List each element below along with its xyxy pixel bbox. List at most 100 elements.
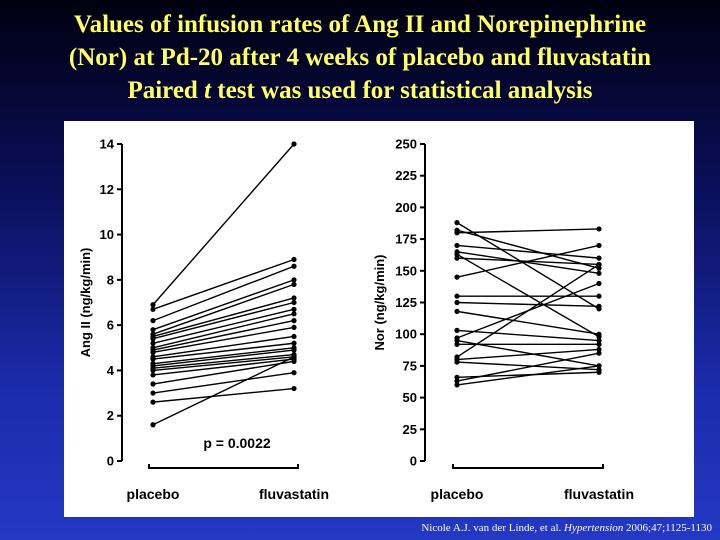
chart2-fluvastatin-point <box>596 261 602 268</box>
chart2-y-tick-label: 25 <box>403 422 417 437</box>
chart1-y-tick-label: 2 <box>107 408 114 423</box>
chart1-p-value: p = 0.0022 <box>203 435 271 451</box>
chart1-pair-line <box>152 387 295 403</box>
chart2-fluvastatin-point <box>596 226 602 232</box>
slide-title: Values of infusion rates of Ang II and N… <box>0 8 720 107</box>
chart1-fluvastatin-point <box>291 333 297 340</box>
citation-journal: Hypertension <box>564 522 624 534</box>
chart1-pair-line <box>152 358 295 376</box>
chart2-fluvastatin-point <box>596 337 602 344</box>
chart1-pair-line <box>152 347 295 365</box>
chart1-pair-line <box>152 326 295 354</box>
chart2-fluvastatin-point <box>596 280 602 287</box>
chart1-y-tick-label: 12 <box>100 182 114 197</box>
chart1-pair-line <box>152 279 295 331</box>
chart1-pair-line <box>152 313 295 349</box>
chart2-y-tick-label: 75 <box>403 358 417 373</box>
chart2-fluvastatin-point <box>596 331 602 337</box>
chart1-fluvastatin-point <box>291 385 297 392</box>
chart2-placebo-point <box>454 378 460 384</box>
chart1-pair-line <box>152 319 295 351</box>
citation-authors: Nicole A.J. van der Linde, et al. <box>421 522 565 534</box>
chart1-fluvastatin-point <box>291 141 297 147</box>
chart1-pair-line <box>152 265 295 322</box>
chart1-fluvastatin-point <box>291 281 297 287</box>
chart2-fluvastatin-point <box>596 270 602 276</box>
chart2-fluvastatin-point <box>596 293 602 299</box>
chart2-pair-line <box>456 348 600 361</box>
chart1-pair-line <box>152 353 295 369</box>
chart2-pair-line <box>456 229 600 269</box>
chart1-x-bracket <box>148 464 299 469</box>
chart2-fluvastatin-point <box>596 363 602 369</box>
chart2-pair-line <box>456 244 600 259</box>
chart2-y-tick-label: 125 <box>395 295 417 310</box>
chart2-fluvastatin-point <box>596 265 602 271</box>
chart1-placebo-point <box>150 340 156 346</box>
chart2-placebo-point <box>454 308 460 314</box>
chart1-fluvastatin-point <box>291 354 297 360</box>
chart1-y-axis-label: Ang II (ng/kg/min) <box>78 248 93 358</box>
chart1-fluvastatin-point <box>291 370 297 376</box>
chart2-placebo-point <box>454 341 460 347</box>
chart2-y-tick-label: 175 <box>395 232 417 247</box>
chart1-pair-line <box>152 283 295 335</box>
chart1-fluvastatin-point <box>291 256 297 263</box>
chart1-fluvastatin-point <box>291 311 297 317</box>
citation-ref: 2006;47;1125-1130 <box>623 522 712 534</box>
chart1-fluvastatin-point <box>291 277 297 283</box>
title-line-3-post: test was used for statistical analysis <box>211 77 593 104</box>
chart1-fluvastatin-point <box>291 324 297 331</box>
title-line-3-pre: Paired <box>127 77 205 104</box>
chart1-pair-line <box>152 372 295 394</box>
chart1-fluvastatin-point <box>291 295 297 301</box>
chart1-pair-line <box>152 308 295 344</box>
chart2-placebo-point <box>454 293 460 299</box>
chart1-pair-line <box>152 301 295 340</box>
title-line-1: Values of infusion rates of Ang II and N… <box>73 11 647 38</box>
chart1-pair-line <box>152 349 295 367</box>
chart2-pair-line <box>456 228 600 234</box>
chart2-placebo-point <box>454 220 460 226</box>
chart2-category-label: fluvastatin <box>564 486 634 502</box>
chart2-placebo-point <box>454 382 460 388</box>
chart1-pair-line <box>152 356 295 426</box>
chart1-pair-line <box>152 360 295 385</box>
title-line-3: Paired t test was used for statistical a… <box>0 74 720 107</box>
chart1-placebo-point <box>150 381 156 387</box>
chart1-pair-line <box>152 258 295 310</box>
chart2-pair-line <box>456 365 600 386</box>
chart2-category-label: placebo <box>431 486 484 502</box>
chart2-pair-line <box>456 301 600 308</box>
chart2-y-tick-label: 250 <box>395 137 417 152</box>
chart2-placebo-point <box>454 274 460 280</box>
charts-svg: 0 2 4 6 8 10 12 14 Ang II (ng/kg/min) placebo fluv… <box>78 137 634 503</box>
chart1-placebo-point <box>150 336 156 342</box>
chart2-pair-line <box>456 244 600 278</box>
chart1-pair-line <box>152 335 295 358</box>
chart1-placebo-point <box>150 422 156 428</box>
chart1-y-tick-label: 4 <box>107 363 115 378</box>
chart1-fluvastatin-point <box>291 340 297 346</box>
chart1-pair-line <box>152 356 295 372</box>
chart2-fluvastatin-point <box>596 350 602 356</box>
chart2-placebo-point <box>454 374 460 380</box>
chart2-y-tick-label: 200 <box>395 200 417 215</box>
chart2-y-tick-label: 225 <box>395 168 417 183</box>
chart1-y-tick-label: 10 <box>100 227 114 242</box>
chart2-pair-line <box>456 251 600 275</box>
chart2-pair-line <box>456 310 600 335</box>
chart1-y-tick-label: 14 <box>100 137 115 152</box>
chart2-placebo-point <box>454 255 460 261</box>
chart2-fluvastatin-point <box>596 242 602 249</box>
chart1-pair-line <box>152 143 295 306</box>
chart1-placebo-point <box>150 372 156 378</box>
chart2-pair-line <box>456 329 600 342</box>
chart1-fluvastatin-point <box>291 306 297 312</box>
chart1-placebo-point <box>150 302 156 308</box>
chart-panel: 0 2 4 6 8 10 12 14 Ang II (ng/kg/min) placebo fluv… <box>64 121 694 517</box>
chart1-placebo-point <box>150 356 156 362</box>
chart2-placebo-point <box>454 299 460 306</box>
chart2-fluvastatin-point <box>596 255 602 261</box>
chart1-category-label: placebo <box>127 486 180 502</box>
